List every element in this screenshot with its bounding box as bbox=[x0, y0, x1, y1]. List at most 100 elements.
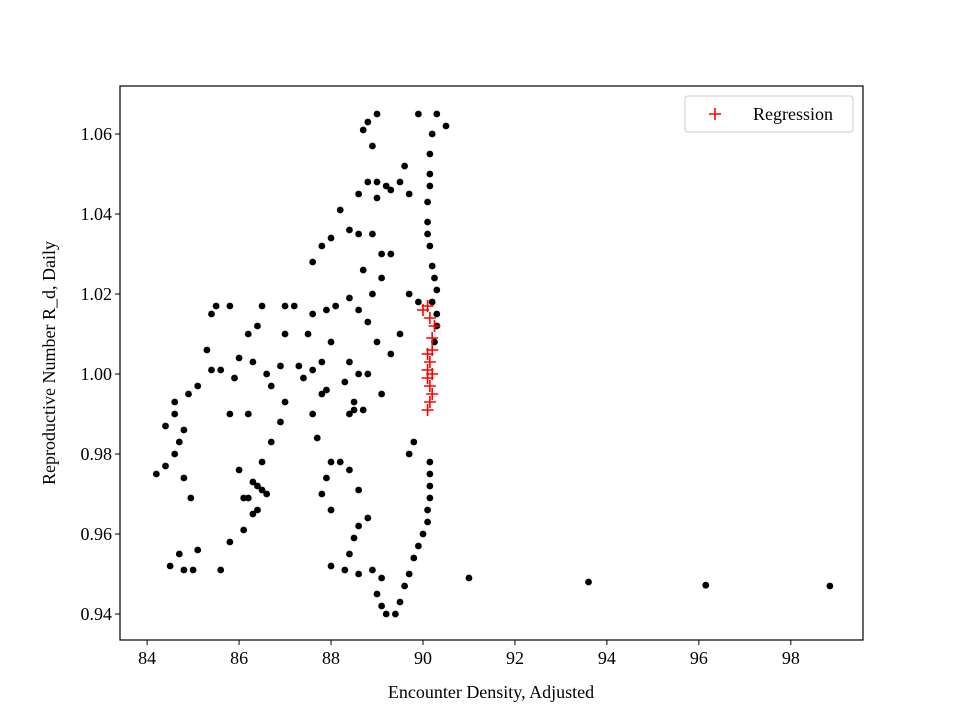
point bbox=[414, 110, 422, 118]
point bbox=[423, 380, 436, 392]
x-axis-label: Encounter Density, Adjusted bbox=[388, 682, 594, 702]
point bbox=[350, 398, 358, 406]
point bbox=[180, 426, 188, 434]
point bbox=[424, 506, 431, 514]
y-tick-label: 0.98 bbox=[81, 444, 113, 464]
point bbox=[249, 358, 257, 366]
point bbox=[433, 110, 441, 118]
point bbox=[423, 396, 436, 408]
point bbox=[281, 302, 289, 310]
point bbox=[318, 390, 326, 398]
point bbox=[162, 422, 169, 430]
point bbox=[423, 356, 436, 368]
plot-frame bbox=[119, 85, 864, 641]
point bbox=[180, 474, 188, 482]
point bbox=[240, 494, 248, 502]
point bbox=[346, 226, 353, 234]
point bbox=[424, 230, 431, 238]
point bbox=[254, 482, 261, 490]
point bbox=[426, 150, 434, 158]
x-tick-label: 88 bbox=[322, 648, 340, 668]
point bbox=[378, 250, 386, 258]
point bbox=[369, 142, 376, 150]
point bbox=[323, 474, 330, 482]
y-tick-label: 0.96 bbox=[81, 524, 113, 544]
point bbox=[421, 300, 434, 312]
point bbox=[175, 438, 183, 446]
point bbox=[185, 390, 192, 398]
point bbox=[426, 182, 434, 190]
point bbox=[364, 370, 372, 378]
point bbox=[152, 470, 160, 478]
point bbox=[235, 354, 243, 362]
point bbox=[327, 562, 335, 570]
point bbox=[313, 434, 321, 442]
point bbox=[244, 330, 252, 338]
point bbox=[387, 186, 395, 194]
point bbox=[373, 338, 381, 346]
y-tick-label: 0.94 bbox=[81, 604, 113, 624]
x-tick-label: 92 bbox=[506, 648, 524, 668]
point bbox=[194, 382, 202, 390]
point bbox=[217, 366, 225, 374]
point bbox=[332, 302, 340, 310]
point bbox=[424, 518, 431, 526]
legend: Regression bbox=[684, 95, 854, 133]
point bbox=[355, 570, 363, 578]
point bbox=[426, 482, 434, 490]
point bbox=[401, 582, 409, 590]
point bbox=[309, 366, 317, 374]
x-tick-label: 84 bbox=[138, 648, 156, 668]
point bbox=[295, 362, 303, 370]
point bbox=[254, 322, 261, 330]
point bbox=[341, 378, 349, 386]
point bbox=[373, 178, 381, 186]
point bbox=[424, 198, 431, 206]
point bbox=[304, 330, 312, 338]
point bbox=[336, 206, 344, 214]
point bbox=[267, 438, 275, 446]
point bbox=[194, 546, 202, 554]
point bbox=[327, 458, 335, 466]
point bbox=[465, 574, 473, 582]
point bbox=[318, 242, 326, 250]
point bbox=[254, 506, 261, 514]
legend-label: Regression bbox=[753, 104, 833, 124]
point bbox=[405, 450, 413, 458]
point bbox=[187, 494, 195, 502]
point bbox=[426, 458, 434, 466]
point bbox=[369, 566, 376, 574]
point bbox=[423, 312, 436, 324]
point bbox=[309, 258, 317, 266]
point bbox=[426, 170, 434, 178]
point bbox=[309, 310, 317, 318]
point bbox=[382, 610, 390, 618]
point bbox=[249, 510, 257, 518]
point bbox=[378, 274, 386, 282]
point bbox=[426, 242, 434, 250]
point bbox=[341, 566, 349, 574]
point bbox=[396, 330, 404, 338]
point bbox=[426, 388, 439, 400]
point bbox=[355, 230, 363, 238]
point bbox=[258, 458, 266, 466]
point bbox=[378, 390, 386, 398]
point bbox=[426, 470, 434, 478]
point bbox=[267, 382, 275, 390]
point bbox=[244, 410, 252, 418]
point bbox=[428, 298, 436, 306]
point bbox=[346, 466, 353, 474]
point bbox=[364, 318, 372, 326]
point bbox=[323, 386, 330, 394]
point bbox=[290, 302, 298, 310]
point bbox=[208, 366, 215, 374]
point bbox=[378, 574, 386, 582]
point bbox=[442, 122, 450, 130]
point bbox=[318, 490, 326, 498]
point bbox=[373, 110, 381, 118]
point bbox=[277, 418, 284, 426]
point bbox=[585, 578, 592, 586]
y-tick-label: 1.04 bbox=[81, 204, 113, 224]
point bbox=[189, 566, 197, 574]
